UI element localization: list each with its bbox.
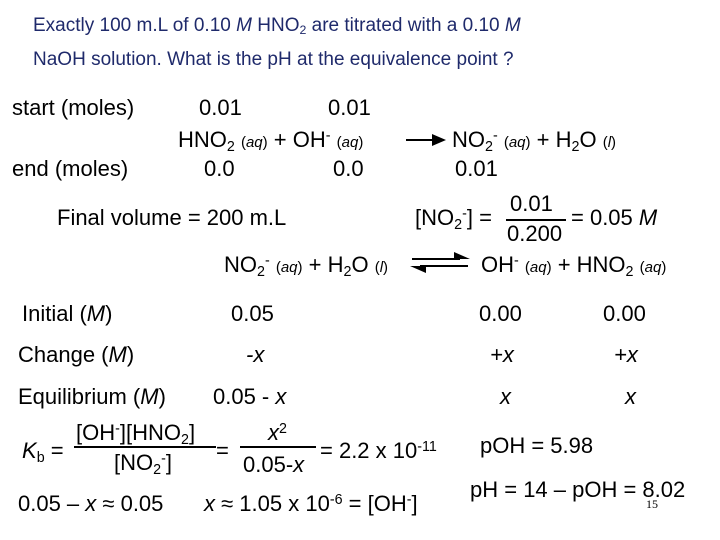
end-hno2-moles: 0.0 [204, 156, 235, 181]
right-arrow-icon [406, 134, 446, 146]
poh-value: pOH = 5.98 [480, 433, 594, 458]
kb-fraction-bar-1 [74, 446, 216, 448]
start-oh-moles: 0.01 [328, 95, 371, 120]
no2-denominator: 0.200 [507, 221, 563, 246]
ice-initial-label: Initial (M) [22, 301, 113, 326]
no2-fraction-bar [506, 219, 566, 221]
approximation-right: x ≈ 1.05 x 10-6 = [OH-] [204, 491, 418, 516]
ice-equilibrium-hno2: x [625, 384, 636, 409]
start-hno2-moles: 0.01 [199, 95, 242, 120]
equilibrium-arrows-icon [410, 252, 470, 273]
title-line-2: NaOH solution. What is the pH at the equ… [33, 49, 514, 70]
no2-numerator: 0.01 [510, 191, 553, 216]
end-no2-moles: 0.01 [455, 156, 498, 181]
end-oh-moles: 0.0 [333, 156, 364, 181]
end-moles-label: end (moles) [12, 156, 129, 181]
ice-change-oh: +x [490, 342, 514, 367]
page-number: 15 [646, 497, 658, 511]
no2-concentration-label: [NO2-] = [415, 205, 492, 233]
ice-change-hno2: +x [614, 342, 638, 367]
ph-value: pH = 14 – pOH = 8.02 [470, 477, 686, 502]
kb-value: = 2.2 x 10-11 [320, 438, 437, 463]
ice-equilibrium-oh: x [500, 384, 511, 409]
kb-numerator-ions: [OH-][HNO2] [76, 420, 196, 448]
no2-result: = 0.05 M [571, 205, 658, 230]
ice-change-no2: -x [246, 342, 265, 367]
ice-initial-oh: 0.00 [479, 301, 522, 326]
ice-equilibrium-no2: 0.05 - x [213, 384, 287, 409]
kb-fraction-bar-2 [240, 446, 316, 448]
reaction-2-reactants: NO2- (aq) + H2O (l) [224, 252, 389, 280]
ice-change-label: Change (M) [18, 342, 135, 367]
ice-initial-hno2: 0.00 [603, 301, 646, 326]
kb-denominator-ion: [NO2-] [114, 450, 172, 478]
kb-equals: = [216, 438, 229, 463]
start-moles-label: start (moles) [12, 95, 135, 120]
kb-rhs-denominator: 0.05-x [243, 452, 305, 477]
ice-equilibrium-label: Equilibrium (M) [18, 384, 166, 409]
final-volume: Final volume = 200 m.L [57, 205, 287, 230]
reaction-1-reactants: HNO2 (aq) + OH- (aq) [178, 127, 364, 155]
reaction-1-products: NO2- (aq) + H2O (l) [452, 127, 617, 155]
reaction-2-products: OH- (aq) + HNO2 (aq) [481, 252, 667, 280]
approximation-left: 0.05 – x ≈ 0.05 [18, 491, 164, 516]
kb-label: Kb = [22, 438, 64, 466]
ice-initial-no2: 0.05 [231, 301, 274, 326]
kb-rhs-numerator: x2 [268, 420, 287, 445]
title-line-1: Exactly 100 m.L of 0.10 M HNO2 are titra… [33, 15, 521, 38]
